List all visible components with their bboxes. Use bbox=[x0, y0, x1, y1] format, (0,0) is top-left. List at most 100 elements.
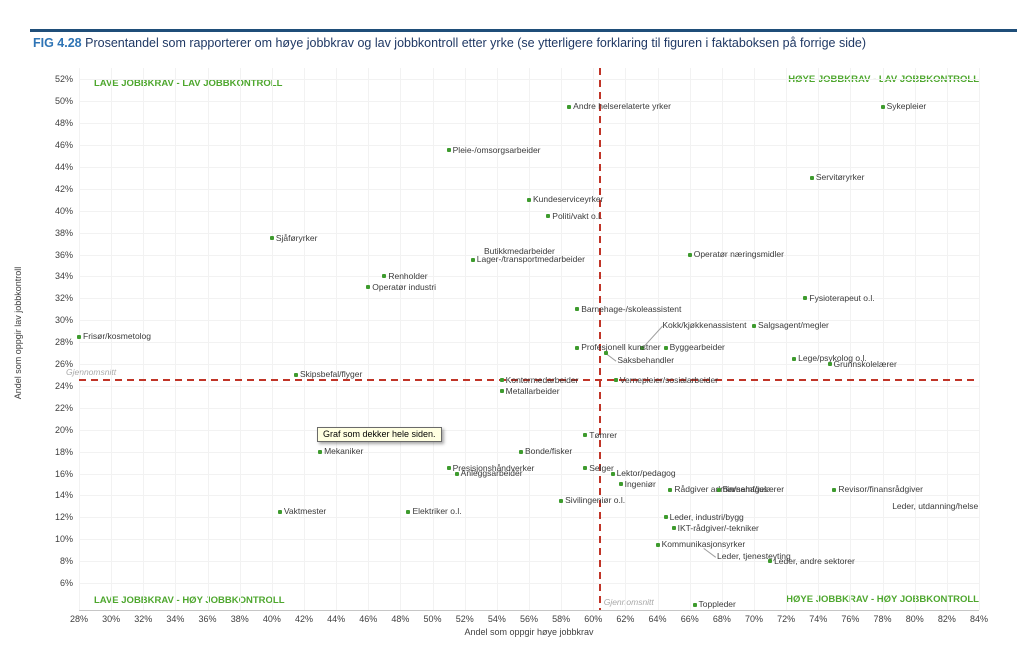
gridline bbox=[979, 68, 980, 610]
data-point bbox=[687, 252, 692, 257]
data-point-label: Vernepleier/sosialarbeider bbox=[619, 374, 719, 385]
gridline bbox=[593, 68, 595, 610]
data-point-label: Lege/psykolog o.l. bbox=[798, 353, 867, 364]
data-point bbox=[663, 345, 668, 350]
data-point-label: Vaktmester bbox=[283, 506, 327, 517]
data-point bbox=[692, 602, 697, 607]
gridline bbox=[946, 68, 948, 610]
gridline bbox=[882, 68, 884, 610]
gridline bbox=[79, 188, 979, 190]
gridline bbox=[175, 68, 177, 610]
gridline bbox=[207, 68, 209, 610]
y-tick-label: 12% bbox=[54, 512, 73, 523]
x-tick-label: 30% bbox=[102, 614, 121, 624]
x-tick-label: 74% bbox=[809, 614, 828, 624]
data-point bbox=[406, 509, 411, 514]
data-point-label: Mekaniker bbox=[324, 446, 364, 457]
data-point-label: Frisør/kosmetolog bbox=[83, 331, 152, 342]
data-point-label: Skipsbefal/flyger bbox=[299, 369, 363, 380]
data-point bbox=[618, 482, 623, 487]
data-point bbox=[716, 487, 721, 492]
data-point bbox=[768, 559, 773, 564]
y-tick-label: 52% bbox=[54, 74, 73, 85]
data-point-label: Operatør næringsmidler bbox=[693, 249, 784, 259]
data-point bbox=[610, 471, 615, 476]
gridline bbox=[143, 68, 145, 610]
x-tick-label: 60% bbox=[584, 614, 603, 624]
gridline bbox=[79, 407, 979, 409]
data-point-label: Lektor/pedagog bbox=[616, 468, 676, 478]
data-point-label: Leder, industri/bygg bbox=[669, 511, 744, 522]
data-point bbox=[499, 378, 504, 383]
data-point-label: Renholder bbox=[388, 270, 428, 281]
data-point bbox=[293, 372, 298, 377]
data-point bbox=[752, 323, 756, 328]
data-point bbox=[880, 104, 885, 109]
x-tick-label: 50% bbox=[423, 614, 442, 624]
data-point bbox=[604, 351, 609, 356]
gridline bbox=[111, 68, 113, 610]
scatter-chart[interactable]: LAVE JOBBKRAV - LAV JOBBKONTROLL HØYE JO… bbox=[0, 55, 1023, 645]
data-point bbox=[318, 449, 323, 454]
data-point-label: Pleie-/omsorgsarbeider bbox=[452, 144, 541, 155]
y-tick-label: 24% bbox=[54, 380, 73, 391]
gridline bbox=[464, 68, 466, 610]
data-point-label: Operatør industri bbox=[372, 281, 437, 292]
gridline bbox=[79, 495, 979, 497]
gridline bbox=[721, 68, 723, 610]
y-tick-label: 26% bbox=[54, 359, 73, 369]
y-tick-label: 28% bbox=[54, 337, 73, 348]
data-point bbox=[470, 257, 475, 262]
gridline bbox=[79, 166, 979, 168]
data-point bbox=[546, 214, 551, 219]
data-point-label: Elektriker o.l. bbox=[412, 506, 462, 517]
data-point bbox=[269, 236, 274, 241]
data-point bbox=[454, 471, 459, 476]
x-tick-label: 54% bbox=[487, 614, 506, 624]
y-tick-label: 20% bbox=[54, 424, 73, 435]
data-point bbox=[382, 274, 387, 279]
figure-number: FIG 4.28 bbox=[33, 36, 82, 50]
data-point bbox=[567, 104, 572, 109]
data-point bbox=[613, 378, 618, 383]
data-point-label: Bonde/fisker bbox=[524, 446, 573, 457]
data-point bbox=[827, 362, 832, 366]
y-tick-label: 34% bbox=[54, 271, 73, 282]
y-tick-label: 30% bbox=[54, 315, 73, 326]
x-tick-label: 82% bbox=[937, 614, 956, 624]
figure-title: FIG 4.28 Prosentandel som rapporterer om… bbox=[33, 36, 866, 50]
data-point-label: Sjåføryrker bbox=[275, 232, 318, 243]
data-point-label: Politi/vakt o.l. bbox=[552, 210, 603, 221]
gridline bbox=[336, 68, 338, 610]
x-tick-label: 32% bbox=[134, 614, 153, 624]
gridline bbox=[818, 68, 820, 610]
x-tick-label: 58% bbox=[552, 614, 571, 624]
x-tick-label: 42% bbox=[294, 614, 313, 624]
gridline bbox=[529, 68, 530, 610]
data-point-label: Leder, andre sektorer bbox=[774, 555, 855, 566]
figure-caption: Prosentandel som rapporterer om høye job… bbox=[81, 36, 867, 50]
gridline bbox=[79, 517, 979, 519]
data-point-label: Barnehage-/skoleassistent bbox=[581, 303, 682, 314]
title-rule bbox=[30, 29, 1017, 32]
data-point-label: Rådgiver admin/samf/jus bbox=[674, 484, 768, 495]
y-tick-label: 18% bbox=[54, 446, 73, 457]
data-point-label: Presisjonshåndverker bbox=[452, 462, 535, 473]
x-axis-title: Andel som oppgir høye jobbkrav bbox=[464, 627, 594, 637]
data-point-label: Grunnskolelærer bbox=[833, 358, 897, 369]
gridline bbox=[786, 68, 788, 610]
data-point-label: Tømrer bbox=[589, 429, 618, 440]
x-tick-label: 46% bbox=[359, 614, 378, 624]
gridline bbox=[79, 68, 80, 610]
average-line-horizontal bbox=[79, 379, 979, 382]
data-point bbox=[671, 526, 676, 531]
gridline bbox=[79, 320, 979, 322]
gridline bbox=[914, 68, 916, 610]
average-line-vertical bbox=[598, 68, 601, 610]
x-tick-label: 38% bbox=[230, 614, 249, 624]
data-point-label: Butikkmedarbeider bbox=[484, 245, 555, 256]
x-tick-label: 68% bbox=[712, 614, 731, 624]
gridline bbox=[79, 583, 979, 584]
data-point bbox=[575, 345, 580, 350]
